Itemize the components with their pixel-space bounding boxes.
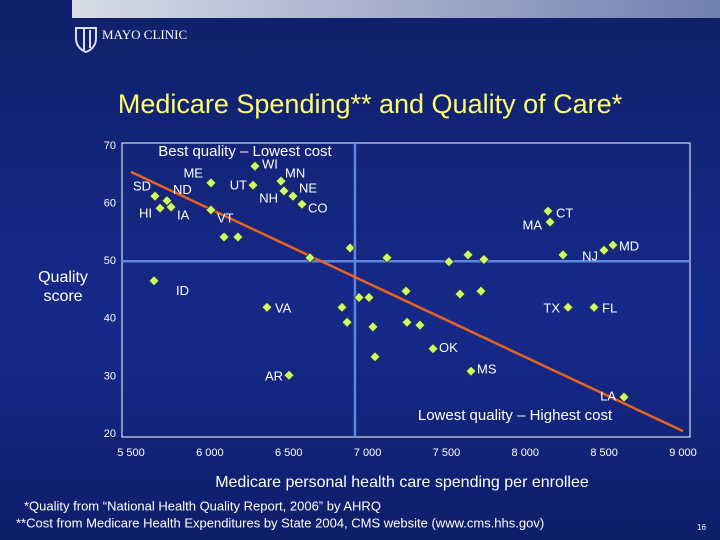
data-point	[414, 319, 426, 331]
data-point	[454, 288, 466, 300]
x-tick-label: 8 500	[590, 447, 618, 459]
header-bar	[72, 0, 720, 18]
trend-line	[130, 170, 684, 433]
x-tick-label: 7 500	[433, 447, 461, 459]
data-point	[275, 175, 287, 187]
data-point	[165, 201, 177, 213]
data-point	[588, 301, 600, 313]
x-axis-label: Medicare personal health care spending p…	[215, 474, 589, 491]
data-point	[367, 321, 379, 333]
data-point	[344, 242, 356, 254]
data-point	[249, 160, 261, 172]
point-label: IA	[177, 207, 190, 222]
y-tick-label: 50	[104, 255, 116, 267]
x-tick-label: 7 000	[354, 447, 382, 459]
annotation: Lowest quality – Highest cost	[418, 407, 613, 424]
chart-title: Medicare Spending** and Quality of Care*	[118, 89, 623, 119]
point-label: MN	[285, 166, 305, 181]
data-point	[400, 285, 412, 297]
data-point	[278, 185, 290, 197]
x-tick-label: 5 500	[117, 447, 145, 459]
footnote: **Cost from Medicare Health Expenditures…	[16, 515, 544, 530]
point-label: FL	[602, 301, 617, 316]
y-tick-label: 30	[104, 370, 116, 382]
point-label: SD	[133, 179, 151, 194]
point-label: OK	[439, 340, 458, 355]
point-label: VT	[217, 210, 234, 225]
annotation: Best quality – Lowest cost	[158, 143, 332, 160]
data-point	[296, 198, 308, 210]
data-point	[544, 216, 556, 228]
data-point	[148, 275, 160, 287]
x-tick-label: 6 500	[275, 447, 303, 459]
x-tick-label: 9 000	[669, 447, 697, 459]
y-tick-label: 60	[104, 198, 116, 210]
point-label: MS	[477, 362, 497, 377]
point-label: AR	[265, 369, 283, 384]
data-point	[232, 231, 244, 243]
page-number: 16	[697, 523, 706, 532]
data-point	[562, 301, 574, 313]
data-point	[205, 177, 217, 189]
point-label: LA	[600, 389, 616, 404]
data-point	[154, 202, 166, 214]
y-tick-label: 70	[104, 140, 116, 152]
point-label: VA	[275, 301, 292, 316]
point-label: UT	[230, 178, 247, 193]
point-label: NJ	[582, 249, 598, 264]
data-point	[149, 190, 161, 202]
data-point	[475, 285, 487, 297]
data-point	[336, 301, 348, 313]
point-label: WI	[262, 157, 278, 172]
x-tick-label: 8 000	[512, 447, 540, 459]
data-point	[353, 291, 365, 304]
data-point	[598, 244, 610, 256]
point-label: MD	[619, 239, 639, 254]
data-point	[247, 179, 259, 191]
point-label: NE	[299, 181, 317, 196]
y-axis-label: Quality score	[38, 269, 88, 305]
point-label: CT	[556, 206, 573, 221]
point-label: CO	[308, 201, 328, 216]
plot-frame	[121, 142, 691, 438]
y-tick-label: 20	[104, 428, 116, 440]
point-label: ME	[183, 165, 203, 180]
data-point	[363, 291, 375, 304]
y-tick-label: 40	[104, 313, 116, 325]
data-point	[381, 252, 393, 264]
x-tick-label: 6 000	[196, 447, 224, 459]
point-label: ND	[173, 182, 192, 197]
data-point	[443, 256, 455, 268]
point-label: TX	[543, 301, 560, 316]
data-point	[304, 252, 316, 264]
data-point	[465, 365, 477, 377]
data-point	[341, 316, 353, 328]
data-point	[618, 391, 630, 403]
point-label: NH	[259, 190, 278, 205]
footnote: *Quality from “National Health Quality R…	[24, 498, 381, 513]
data-point	[462, 249, 474, 261]
data-point	[542, 205, 554, 217]
data-point	[557, 249, 569, 261]
data-point	[607, 239, 619, 251]
data-point	[218, 231, 230, 243]
data-point	[205, 204, 217, 216]
point-label: ID	[176, 283, 189, 298]
data-point	[261, 301, 273, 313]
logo-text: MAYO CLINIC	[102, 27, 187, 42]
point-label: MA	[523, 217, 543, 232]
data-point	[401, 316, 413, 328]
data-point	[427, 343, 439, 355]
data-point	[283, 369, 295, 381]
point-label: HI	[139, 206, 152, 221]
logo-icon	[75, 27, 97, 54]
data-point	[478, 253, 490, 266]
data-point	[287, 190, 299, 202]
data-point	[369, 351, 381, 363]
